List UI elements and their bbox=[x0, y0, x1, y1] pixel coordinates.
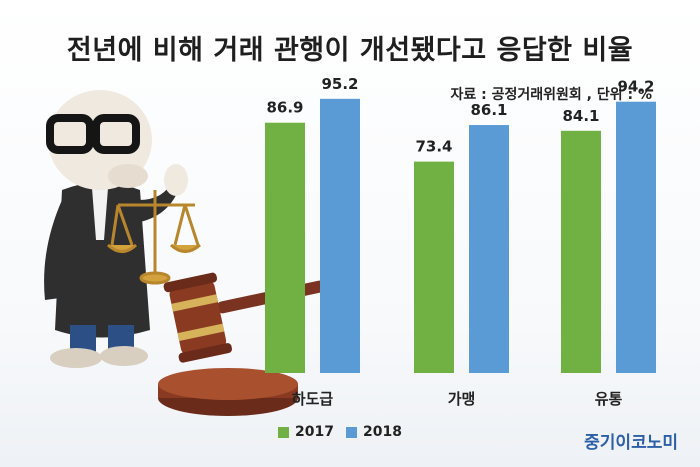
bar-하도급-2018 bbox=[320, 98, 360, 373]
legend-item-2017: 2017 bbox=[278, 424, 334, 440]
legend-item-2018: 2018 bbox=[345, 424, 402, 440]
chart-title: 전년에 비해 거래 관행이 개선됐다고 응답한 비율 bbox=[66, 35, 634, 66]
legend-swatch-2018 bbox=[345, 426, 357, 438]
legend: 2017 2018 bbox=[278, 424, 414, 440]
data-label-가맹-2018: 86.1 bbox=[470, 101, 507, 119]
bar-유통-2018 bbox=[616, 101, 656, 373]
category-label-가맹: 가맹 bbox=[448, 390, 476, 408]
bar-가맹-2018 bbox=[469, 125, 509, 373]
data-label-하도급-2017: 86.9 bbox=[266, 99, 303, 117]
bar-가맹-2017 bbox=[414, 161, 454, 373]
data-label-유통-2018: 94.2 bbox=[617, 78, 654, 96]
legend-swatch-2017 bbox=[278, 426, 289, 438]
data-label-하도급-2018: 95.2 bbox=[321, 75, 358, 93]
source-note: 자료 : 공정거래위원회 , 단위 : % bbox=[450, 87, 652, 103]
judge-robe bbox=[55, 182, 150, 338]
category-label-하도급: 하도급 bbox=[292, 390, 334, 408]
legend-label-2018: 2018 bbox=[362, 424, 402, 440]
glasses-icon bbox=[46, 114, 140, 154]
bar-하도급-2017 bbox=[265, 122, 305, 373]
brand-logo: 중기이코노미 bbox=[584, 433, 678, 453]
legend-label-2017: 2017 bbox=[295, 424, 334, 440]
category-label-유통: 유통 bbox=[595, 390, 623, 408]
data-label-유통-2017: 84.1 bbox=[562, 107, 599, 125]
scales-icon bbox=[106, 190, 201, 285]
bar-유통-2017 bbox=[561, 130, 601, 373]
data-label-가맹-2017: 73.4 bbox=[415, 138, 452, 156]
